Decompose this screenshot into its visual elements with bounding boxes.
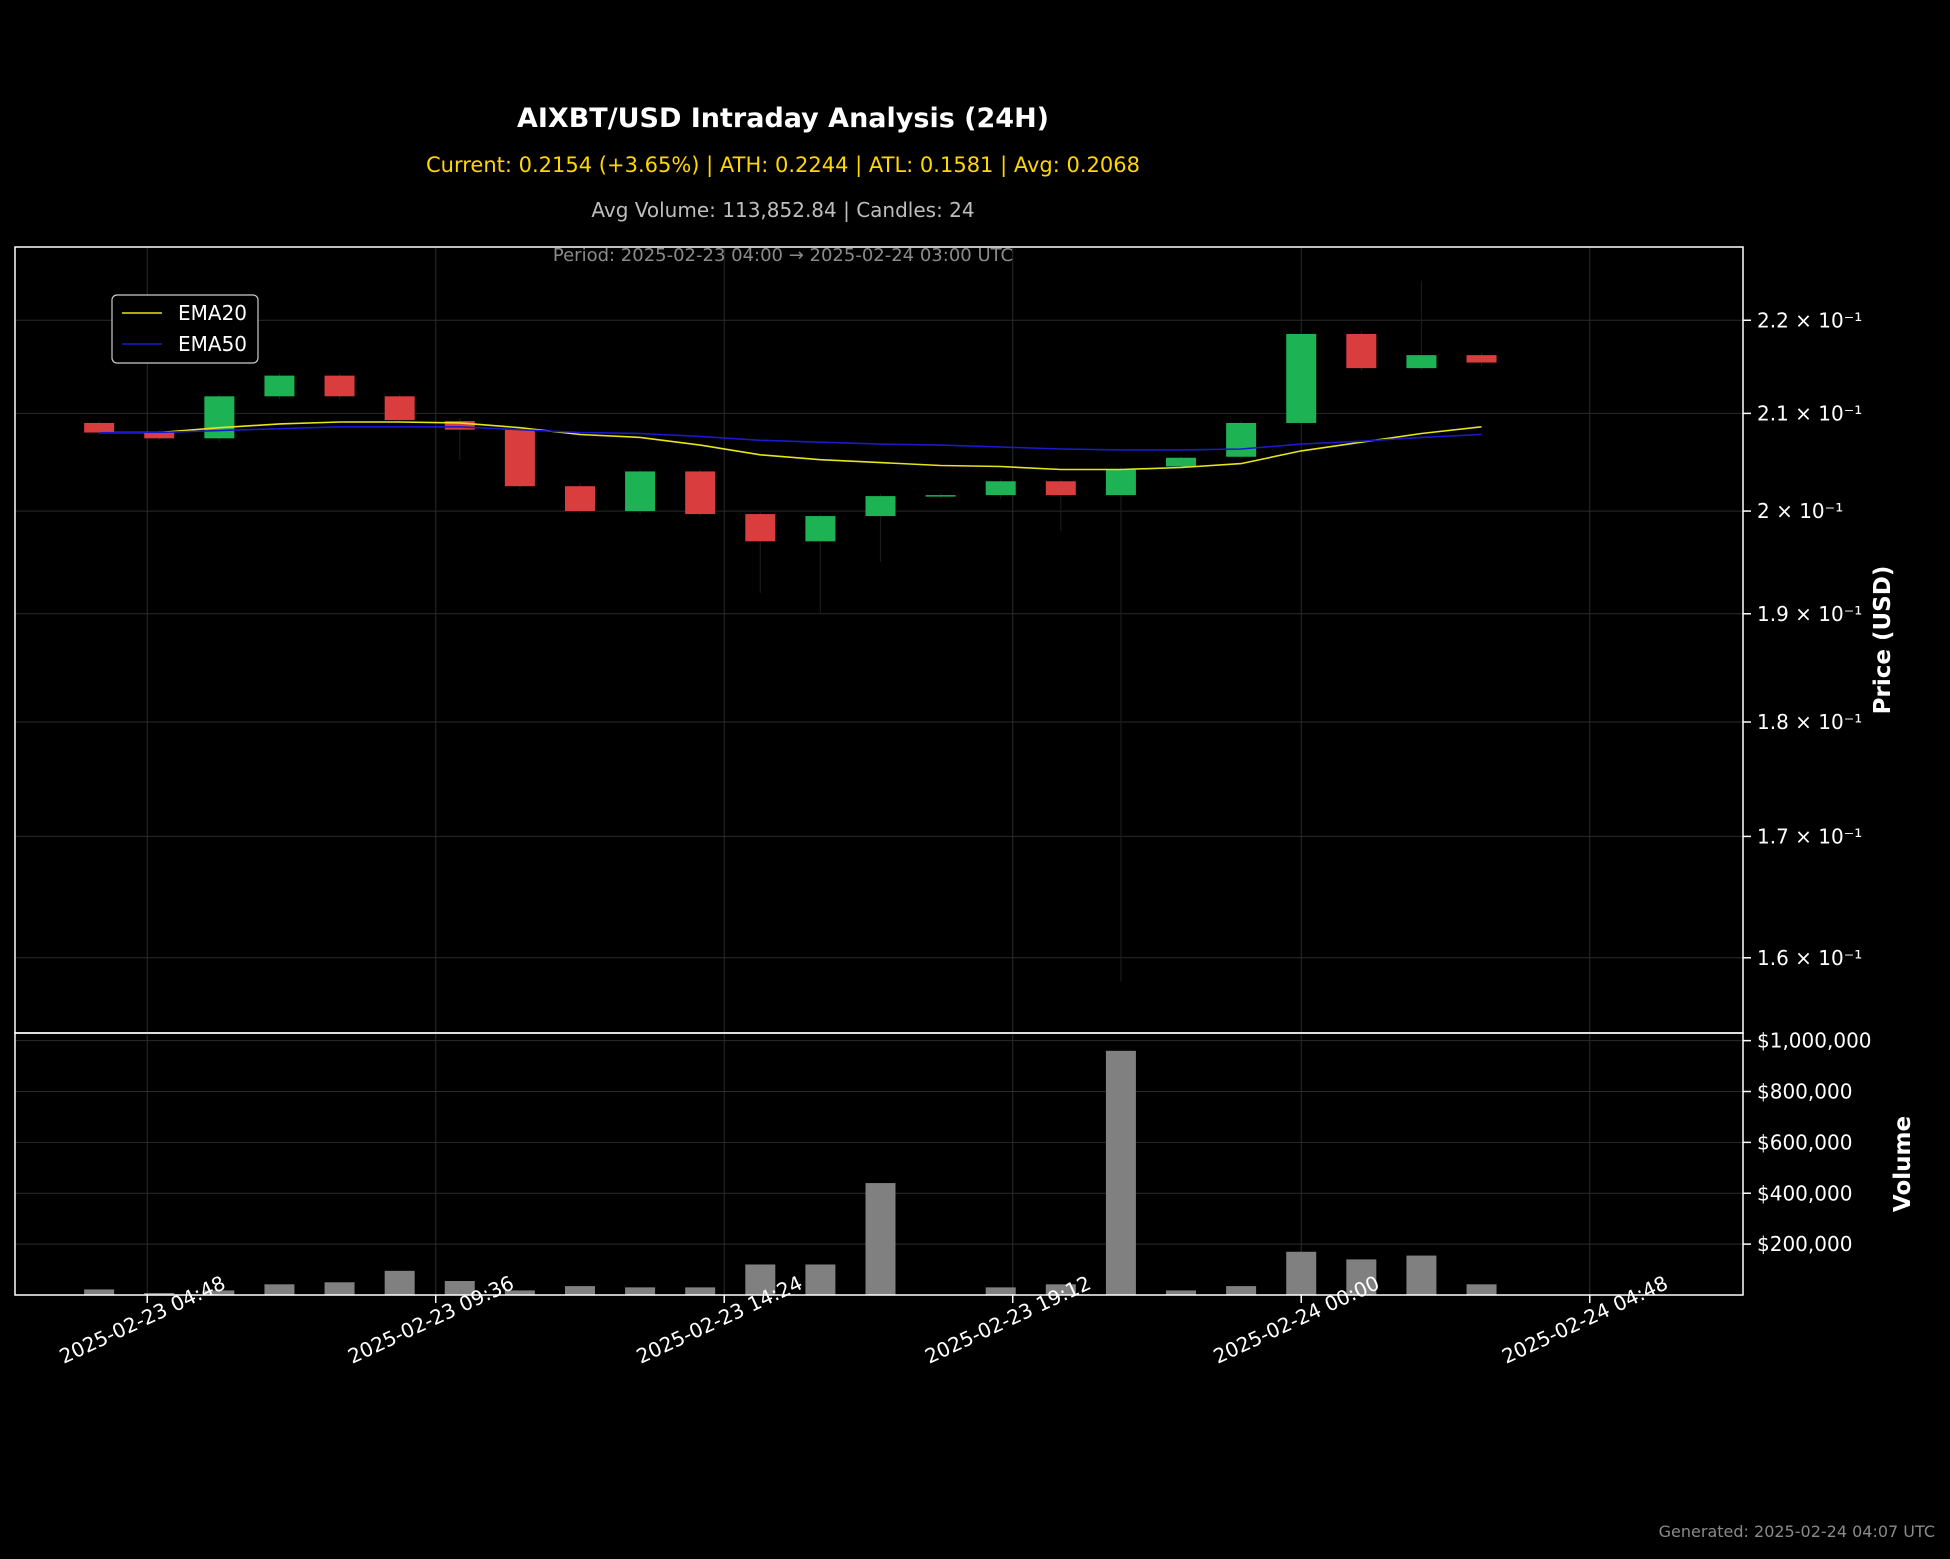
price-ytick-label: 1.6 × 10⁻¹	[1757, 946, 1862, 970]
volume-bar	[1105, 1050, 1136, 1295]
volume-ytick-label: $1,000,000	[1757, 1029, 1872, 1053]
volume-bar	[564, 1286, 595, 1295]
volume-bar	[865, 1183, 896, 1295]
volume-bar	[504, 1290, 535, 1295]
volume-bar	[84, 1289, 115, 1295]
candle-body	[745, 514, 776, 542]
volume-bar	[324, 1282, 355, 1295]
x-tick-label: 2025-02-23 14:24	[633, 1271, 806, 1369]
candle-body	[324, 375, 355, 397]
price-ytick-label: 1.9 × 10⁻¹	[1757, 602, 1862, 626]
candle-body	[144, 432, 175, 439]
volume-bar	[1166, 1290, 1197, 1295]
candle-body	[384, 396, 415, 421]
candle-body	[1346, 333, 1377, 369]
volume-bar	[1406, 1255, 1437, 1295]
legend-label: EMA20	[178, 301, 247, 325]
volume-bar	[1466, 1284, 1497, 1295]
legend: EMA20 EMA50	[111, 294, 259, 364]
price-panel: 1.6 × 10⁻¹ 1.7 × 10⁻¹ 1.8 × 10⁻¹ 1.9 × 10⁻¹…	[14, 246, 1896, 1034]
x-tick-label: 2025-02-23 19:12	[921, 1271, 1094, 1369]
generated-timestamp: Generated: 2025-02-24 04:07 UTC	[1659, 1522, 1935, 1541]
price-ytick-label: 2.2 × 10⁻¹	[1757, 308, 1862, 332]
volume-panel-frame	[14, 1032, 1744, 1296]
volume-bar	[384, 1270, 415, 1295]
volume-ytick-label: $400,000	[1757, 1181, 1852, 1205]
candle-body	[985, 481, 1016, 496]
candle-body	[1406, 355, 1437, 369]
candle-body	[204, 396, 235, 439]
volume-bar	[745, 1264, 776, 1295]
candle-body	[1105, 469, 1136, 496]
period-line: Period: 2025-02-23 04:00 → 2025-02-24 03…	[553, 245, 1013, 266]
legend-label: EMA50	[178, 332, 247, 356]
volume-bar	[625, 1287, 656, 1295]
candle-body	[865, 496, 896, 517]
candle-body	[444, 421, 475, 430]
candle-body	[504, 429, 535, 487]
candle-body	[685, 471, 716, 515]
price-ytick-label: 1.8 × 10⁻¹	[1757, 710, 1862, 734]
ema50-line	[99, 425, 1482, 451]
candle-body	[805, 516, 836, 542]
x-tick-label: 2025-02-24 04:48	[1498, 1271, 1671, 1369]
volume-bar	[805, 1264, 836, 1295]
price-ytick-label: 2 × 10⁻¹	[1757, 499, 1843, 523]
volume-bar	[685, 1287, 716, 1295]
candle-body	[625, 471, 656, 512]
volume-bar	[1346, 1259, 1377, 1295]
candle-body	[564, 486, 595, 512]
volume-axis-label: Volume	[1890, 1116, 1916, 1212]
price-ytick-label: 2.1 × 10⁻¹	[1757, 401, 1862, 425]
volume-bar	[1286, 1251, 1317, 1295]
volume-bar	[204, 1290, 235, 1295]
candle-body	[264, 375, 295, 397]
volume-ytick-label: $600,000	[1757, 1130, 1852, 1154]
volume-bar	[985, 1287, 1016, 1295]
candle-body	[1286, 333, 1317, 423]
ema20-line	[99, 421, 1482, 471]
volume-bar	[144, 1292, 175, 1295]
candle-body	[1045, 481, 1076, 496]
x-tick-label: 2025-02-23 09:36	[344, 1271, 517, 1369]
candle-body	[84, 422, 115, 433]
volume-bar	[1045, 1284, 1076, 1295]
price-axis-label: Price (USD)	[1870, 566, 1896, 715]
x-tick-label: 2025-02-23 04:48	[56, 1271, 229, 1369]
candle-body	[925, 495, 956, 497]
candle-body	[1166, 457, 1197, 467]
candle-body	[1226, 422, 1257, 457]
volume-ytick-label: $800,000	[1757, 1080, 1852, 1104]
stats-line: Current: 0.2154 (+3.65%) | ATH: 0.2244 |…	[426, 153, 1140, 178]
legend-frame	[111, 294, 259, 364]
volume-bar	[264, 1284, 295, 1295]
candle-body	[1466, 355, 1497, 363]
chart-title: AIXBT/USD Intraday Analysis (24H)	[517, 103, 1049, 134]
volume-panel: $200,000 $400,000 $600,000 $800,000 $1,000,0…	[14, 1029, 1916, 1369]
price-panel-frame	[14, 246, 1744, 1034]
volume-ytick-label: $200,000	[1757, 1232, 1852, 1256]
volume-bar	[444, 1281, 475, 1295]
volume-bar	[1226, 1286, 1257, 1295]
price-ytick-label: 1.7 × 10⁻¹	[1757, 824, 1862, 848]
volume-summary-line: Avg Volume: 113,852.84 | Candles: 24	[591, 198, 974, 222]
